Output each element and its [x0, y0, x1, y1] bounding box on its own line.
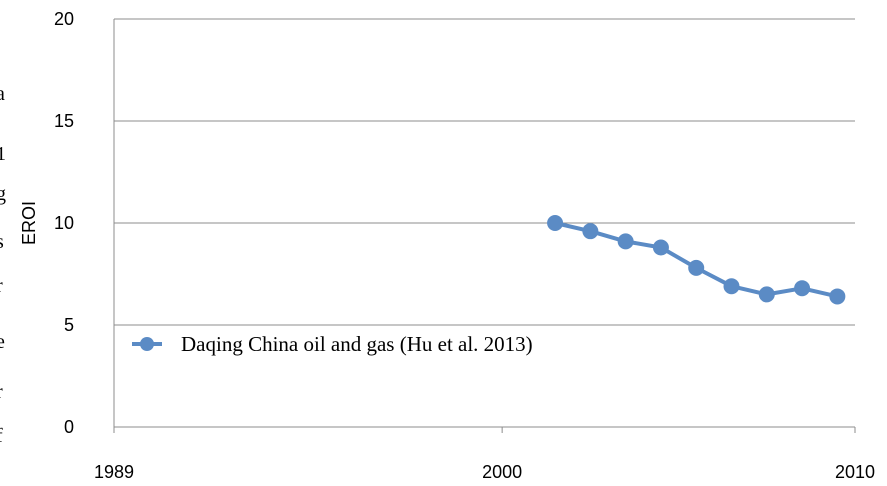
legend-label: Daqing China oil and gas (Hu et al. 2013…	[181, 332, 533, 356]
x-tick-label: 1989	[94, 462, 134, 482]
axes	[113, 19, 856, 433]
svg-text:r: r	[0, 275, 3, 297]
data-point	[617, 233, 634, 250]
data-point	[688, 259, 705, 276]
x-tick-labels: 1989 2000 2010	[94, 462, 875, 482]
gridlines	[114, 18, 855, 326]
svg-text:r: r	[0, 381, 3, 403]
svg-text:s: s	[0, 231, 4, 253]
y-tick-label: 10	[54, 213, 74, 233]
data-point	[582, 223, 599, 240]
data-point	[723, 278, 740, 295]
svg-text:f: f	[0, 425, 3, 447]
svg-text:e: e	[0, 331, 5, 353]
legend: Daqing China oil and gas (Hu et al. 2013…	[132, 332, 533, 356]
svg-text:a: a	[0, 83, 5, 105]
y-axis-label: EROI	[19, 201, 39, 245]
data-point	[829, 288, 846, 305]
data-point	[547, 215, 564, 231]
x-tick-label: 2000	[482, 462, 522, 482]
y-tick-label: 0	[64, 417, 74, 437]
y-tick-label: 5	[64, 315, 74, 335]
edge-clipped-text: a 1 g s r e r f	[0, 83, 6, 447]
y-tick-labels: 0 5 10 15 20	[54, 9, 74, 437]
x-tick-label: 2010	[835, 462, 875, 482]
data-point	[652, 239, 669, 256]
y-tick-label: 20	[54, 9, 74, 29]
legend-marker	[140, 337, 154, 351]
svg-text:1: 1	[0, 143, 6, 165]
svg-text:g: g	[0, 183, 6, 205]
data-point	[794, 280, 811, 297]
y-tick-label: 15	[54, 111, 74, 131]
series-layer	[547, 215, 846, 305]
data-point	[758, 286, 775, 303]
